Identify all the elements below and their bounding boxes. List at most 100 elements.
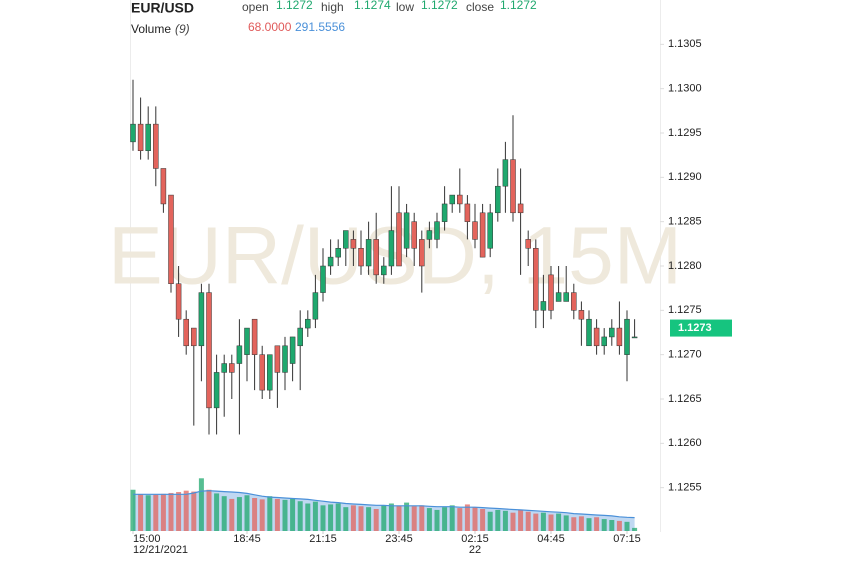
volume-bar <box>183 490 189 531</box>
candle-body <box>358 248 364 267</box>
volume-bar <box>168 492 174 531</box>
x-date-label: 12/21/2021 <box>133 544 188 556</box>
candle-body <box>267 354 273 391</box>
last-price-label: 1.1273 <box>678 322 712 334</box>
candle-body <box>229 363 235 373</box>
candle-body <box>441 203 448 222</box>
candle-body <box>206 292 212 409</box>
volume-bar <box>297 501 303 531</box>
legend-value: 1.1272 <box>421 0 458 12</box>
volume-bar <box>419 505 425 531</box>
candle-body <box>525 239 531 249</box>
candle-body <box>320 265 326 293</box>
y-tick-label: 1.1290 <box>668 171 702 183</box>
volume-label: Volume <box>131 22 171 36</box>
volume-bar <box>312 501 318 531</box>
volume-bar <box>267 496 273 531</box>
volume-bar <box>198 478 204 531</box>
candle-body <box>540 301 547 311</box>
volume-bar <box>335 503 341 531</box>
volume-bar <box>366 507 372 531</box>
candle-body <box>411 221 417 249</box>
candle-body <box>434 221 440 240</box>
x-tick-label: 18:45 <box>233 533 261 545</box>
candle-body <box>198 292 205 347</box>
volume-bar <box>160 493 166 531</box>
x-tick-label: 15:00 <box>133 533 161 545</box>
volume-bar <box>404 502 410 531</box>
candle-body <box>586 318 592 347</box>
candle-body <box>183 318 189 347</box>
candle-body <box>464 203 471 222</box>
volume-bar <box>358 506 364 531</box>
volume-bar <box>525 511 531 531</box>
candle-body <box>578 310 585 320</box>
candle-body <box>593 327 600 347</box>
volume-bar <box>495 509 501 531</box>
y-tick-label: 1.1285 <box>668 216 702 228</box>
watermark: EUR/USD, 15M <box>108 211 682 302</box>
candle-body <box>213 372 220 409</box>
candle-body <box>563 292 569 302</box>
candle-body <box>236 345 243 364</box>
candle-body <box>221 363 227 373</box>
legend-value: 1.1272 <box>276 0 313 12</box>
candle-body <box>137 123 144 151</box>
y-tick-label: 1.1305 <box>668 38 702 50</box>
volume-bar <box>350 505 356 531</box>
volume-bar <box>229 498 235 531</box>
volume-bar <box>472 507 478 531</box>
candle-body <box>274 345 281 373</box>
volume-bar <box>244 495 250 531</box>
candle-body <box>168 194 174 284</box>
candle-body <box>548 274 554 311</box>
candle-body <box>517 203 524 214</box>
volume-bar <box>442 507 448 531</box>
volume-bar <box>502 510 508 531</box>
volume-bar <box>609 520 615 531</box>
volume-bar <box>388 503 394 531</box>
legend-value: 1.1272 <box>500 0 537 12</box>
legend-label: low <box>396 0 414 14</box>
symbol: EUR/USD <box>131 0 194 16</box>
volume-period: (9) <box>175 22 190 36</box>
y-tick-label: 1.1295 <box>668 127 702 139</box>
candle-body <box>616 327 623 347</box>
candle-body <box>153 123 159 169</box>
volume-bar <box>328 504 334 531</box>
volume-ma-value: 291.5556 <box>295 20 345 34</box>
candle-body <box>555 292 562 302</box>
volume-bar <box>282 499 288 531</box>
volume-bar <box>518 509 524 531</box>
x-date-label: 22 <box>469 544 481 556</box>
volume-bar <box>533 513 539 531</box>
volume-bar <box>191 491 197 531</box>
candle-body <box>631 336 638 339</box>
volume-bar <box>290 498 296 531</box>
candle-body <box>426 230 433 240</box>
volume-bar <box>548 514 554 531</box>
volume-bar <box>153 494 159 531</box>
volume-bar <box>487 511 493 531</box>
volume-ma-line <box>133 490 635 519</box>
y-tick-label: 1.1275 <box>668 304 702 316</box>
volume-bar <box>510 512 516 531</box>
volume-bar <box>320 505 326 531</box>
volume-bar <box>206 489 212 531</box>
volume-bar <box>601 519 607 531</box>
x-tick-label: 21:15 <box>309 533 337 545</box>
candle-body <box>449 194 455 205</box>
candle-body <box>289 336 296 364</box>
volume-bar <box>563 515 569 531</box>
volume-bar <box>130 489 136 531</box>
candle-body <box>305 318 311 329</box>
y-tick-label: 1.1300 <box>668 83 702 95</box>
candle-body <box>609 327 615 338</box>
volume-bar <box>236 497 242 531</box>
volume-bar <box>411 506 417 531</box>
candle-body <box>343 230 349 249</box>
candle-body <box>624 318 630 355</box>
legend-label: high <box>321 0 344 14</box>
volume-bar <box>464 504 470 531</box>
